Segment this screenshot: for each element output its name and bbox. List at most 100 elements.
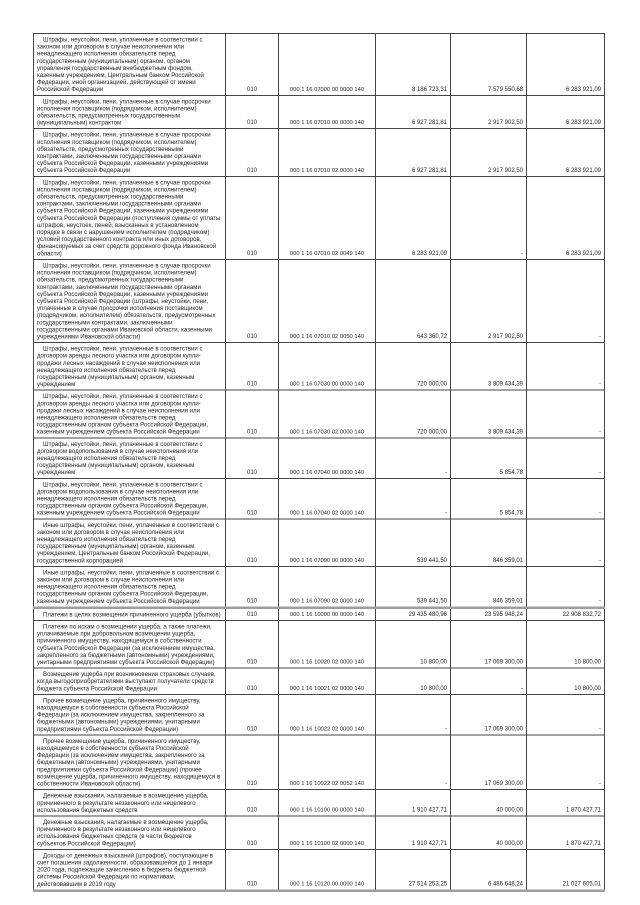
row-name-cell: Штрафы, неустойки, пени, уплаченные в сл… <box>33 175 226 260</box>
row-line-code-cell: 010 <box>225 477 279 520</box>
row-kbk-code-cell: 000 1 16 07030 02 0000 140 <box>278 389 376 439</box>
table-row: Штрафы, неустойки, пени, уплаченные в со… <box>33 342 605 391</box>
row-name-cell: Доходы от денежных взысканий (штрафов), … <box>33 848 226 892</box>
table-row: Прочее возмещение ущерба, причиненного и… <box>33 734 605 791</box>
row-amount-1-cell: 643 360,72 <box>375 258 451 344</box>
row-name-cell: Прочее возмещение ущерба, причиненного и… <box>33 693 226 736</box>
row-line-code-cell: 010 <box>225 606 279 622</box>
row-amount-2-cell: 17 069 300,00 <box>450 734 527 791</box>
row-amount-1-cell: 6 283 921,09 <box>375 175 451 260</box>
row-line-code-cell: 010 <box>225 33 279 96</box>
table-row: Платежи в целях возмещения причиненного … <box>33 606 605 622</box>
row-kbk-code-cell: 000 1 16 10022 02 0052 140 <box>278 734 376 791</box>
row-name-cell: Денежные взыскания, налагаемые в возмеще… <box>33 815 226 850</box>
table-row: Иные штрафы, неустойки, пени, уплаченные… <box>33 565 605 609</box>
row-line-code-cell: 010 <box>225 565 279 609</box>
table-row: Иные штрафы, неустойки, пени, уплаченные… <box>33 518 605 567</box>
row-name-cell: Штрафы, неустойки, пени, уплаченные в со… <box>33 342 226 391</box>
table-area: Штрафы, неустойки, пени, уплаченные в со… <box>33 33 605 892</box>
row-line-code-cell: 010 <box>225 620 279 669</box>
row-name-cell: Иные штрафы, неустойки, пени, уплаченные… <box>33 518 226 567</box>
row-name-cell: Штрафы, неустойки, пени, уплаченные в сл… <box>33 94 226 130</box>
table-row: Штрафы, неустойки, пени, уплаченные в со… <box>33 33 605 96</box>
table-row: Штрафы, неустойки, пени, уплаченные в сл… <box>33 128 605 177</box>
row-amount-3-cell: 10 800,00 <box>526 620 605 669</box>
row-amount-1-cell: 1 910 427,71 <box>375 815 451 850</box>
row-kbk-code-cell: 000 1 16 07040 00 0000 140 <box>278 437 376 479</box>
row-kbk-code-cell: 000 1 16 07010 02 0049 140 <box>278 175 376 260</box>
row-kbk-code-cell: 000 1 16 07040 02 0000 140 <box>278 477 376 520</box>
row-name-cell: Штрафы, неустойки, пени, уплаченные в со… <box>33 33 226 96</box>
budget-income-table: Штрафы, неустойки, пени, уплаченные в со… <box>33 33 605 892</box>
row-name-cell: Штрафы, неустойки, пени, уплаченные в со… <box>33 437 226 479</box>
row-amount-3-cell: 21 027 605,01 <box>526 848 605 892</box>
row-amount-1-cell: 539 441,50 <box>375 518 451 567</box>
row-name-cell: Штрафы, неустойки, пени, уплаченные в со… <box>33 477 226 520</box>
row-kbk-code-cell: 000 1 16 10100 00 0000 140 <box>278 789 376 817</box>
row-amount-3-cell: - <box>526 693 605 736</box>
row-amount-3-cell: 6 283 921,09 <box>526 33 605 96</box>
row-amount-2-cell: 6 486 648,24 <box>450 848 527 892</box>
table-row: Штрафы, неустойки, пени, уплаченные в сл… <box>33 94 605 130</box>
row-amount-2-cell: - <box>450 667 527 695</box>
row-amount-1-cell: 27 514 253,25 <box>375 848 451 892</box>
row-line-code-cell: 010 <box>225 94 279 130</box>
row-line-code-cell: 010 <box>225 693 279 736</box>
row-kbk-code-cell: 000 1 16 10100 02 0000 140 <box>278 815 376 850</box>
row-amount-1-cell: 6 927 281,81 <box>375 128 451 177</box>
row-kbk-code-cell: 000 1 16 10020 02 0000 140 <box>278 620 376 669</box>
row-amount-3-cell: - <box>526 437 605 479</box>
row-amount-2-cell: 846 359,01 <box>450 518 527 567</box>
row-amount-1-cell: - <box>375 477 451 520</box>
row-kbk-code-cell: 000 1 16 10000 00 0000 140 <box>278 606 376 622</box>
row-name-cell: Штрафы, неустойки, пени, уплаченные в сл… <box>33 258 226 344</box>
row-kbk-code-cell: 000 1 16 07030 00 0000 140 <box>278 342 376 391</box>
row-kbk-code-cell: 000 1 16 07090 00 0000 140 <box>278 518 376 567</box>
row-amount-2-cell: 40 000,00 <box>450 789 527 817</box>
row-line-code-cell: 010 <box>225 789 279 817</box>
table-row: Штрафы, неустойки, пени, уплаченные в со… <box>33 477 605 520</box>
row-amount-2-cell: 3 809 434,39 <box>450 389 527 439</box>
table-row: Платежи по искам о возмещении ущерба, а … <box>33 620 605 669</box>
row-amount-3-cell: 6 283 921,09 <box>526 175 605 260</box>
table-row: Штрафы, неустойки, пени, уплаченные в сл… <box>33 258 605 344</box>
row-amount-2-cell: 3 809 434,39 <box>450 342 527 391</box>
table-row: Доходы от денежных взысканий (штрафов), … <box>33 848 605 892</box>
row-amount-3-cell: 6 283 921,09 <box>526 128 605 177</box>
row-line-code-cell: 010 <box>225 175 279 260</box>
row-amount-2-cell: 5 854,78 <box>450 477 527 520</box>
row-kbk-code-cell: 000 1 16 07010 02 0000 140 <box>278 128 376 177</box>
row-amount-1-cell: 1 910 427,71 <box>375 789 451 817</box>
row-amount-2-cell: 846 359,01 <box>450 565 527 609</box>
row-name-cell: Возмещение ущерба при возникновении стра… <box>33 667 226 695</box>
row-amount-1-cell: 10 800,00 <box>375 620 451 669</box>
row-amount-1-cell: 29 435 480,96 <box>375 606 451 622</box>
row-amount-3-cell: - <box>526 734 605 791</box>
row-name-cell: Платежи по искам о возмещении ущерба, а … <box>33 620 226 669</box>
row-amount-1-cell: 10 800,00 <box>375 667 451 695</box>
row-kbk-code-cell: 000 1 16 10120 00 0000 140 <box>278 848 376 892</box>
row-amount-3-cell: 22 908 832,72 <box>526 606 605 622</box>
row-name-cell: Денежные взыскания, налагаемые в возмеще… <box>33 789 226 817</box>
row-amount-3-cell: - <box>526 389 605 439</box>
row-amount-3-cell: 6 283 921,09 <box>526 94 605 130</box>
row-line-code-cell: 010 <box>225 734 279 791</box>
row-amount-1-cell: - <box>375 437 451 479</box>
row-name-cell: Штрафы, неустойки, пени, уплаченные в сл… <box>33 128 226 177</box>
row-amount-2-cell: 2 917 902,50 <box>450 258 527 344</box>
row-kbk-code-cell: 000 1 16 07010 02 0050 140 <box>278 258 376 344</box>
row-line-code-cell: 010 <box>225 815 279 850</box>
row-amount-3-cell: - <box>526 258 605 344</box>
table-row: Штрафы, неустойки, пени, уплаченные в со… <box>33 389 605 439</box>
row-kbk-code-cell: 000 1 16 07000 00 0000 140 <box>278 33 376 96</box>
row-name-cell: Прочее возмещение ущерба, причиненного и… <box>33 734 226 791</box>
row-amount-1-cell: - <box>375 693 451 736</box>
row-amount-3-cell: - <box>526 565 605 609</box>
row-amount-2-cell: 2 917 902,50 <box>450 94 527 130</box>
row-amount-2-cell: 7 579 550,68 <box>450 33 527 96</box>
table-row: Штрафы, неустойки, пени, уплаченные в со… <box>33 437 605 479</box>
row-name-cell: Иные штрафы, неустойки, пени, уплаченные… <box>33 565 226 609</box>
row-amount-1-cell: 6 927 281,81 <box>375 94 451 130</box>
row-line-code-cell: 010 <box>225 342 279 391</box>
